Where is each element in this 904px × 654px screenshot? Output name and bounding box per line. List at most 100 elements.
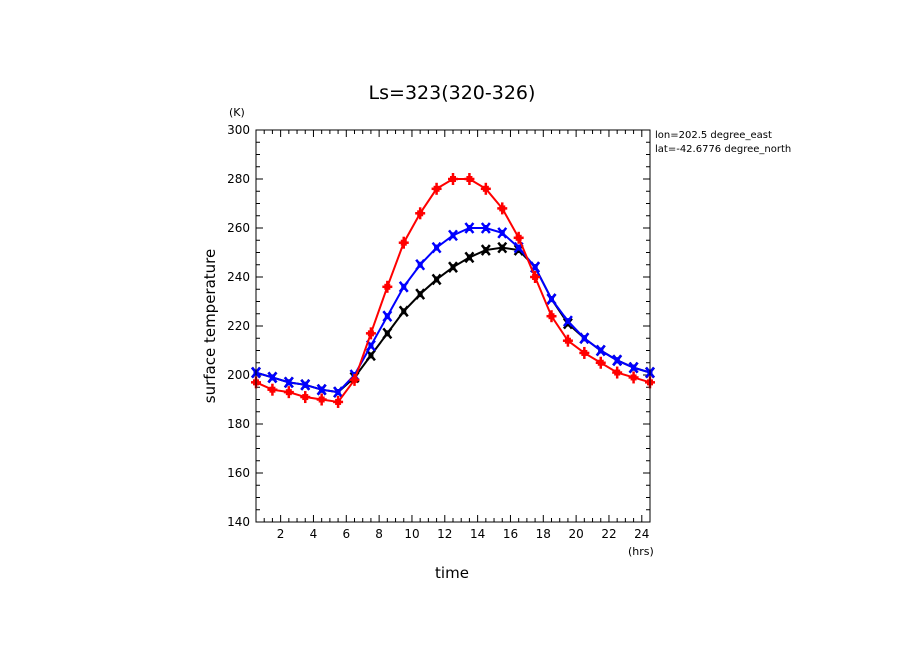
- data-point: [415, 258, 426, 271]
- data-point: [333, 395, 344, 408]
- data-point: [382, 327, 393, 340]
- marker-body: [466, 225, 472, 231]
- data-point: [579, 346, 590, 359]
- lon-annotation: lon=202.5 degree_east: [655, 130, 772, 141]
- data-point: [513, 231, 524, 244]
- marker-body: [351, 376, 358, 383]
- series-layer: [251, 173, 655, 408]
- data-point: [562, 315, 573, 327]
- plot-frame: [255, 129, 651, 523]
- series-2: [251, 173, 655, 408]
- x-axis-title: time: [435, 564, 469, 582]
- x-tick-label: 18: [536, 527, 551, 541]
- y-tick-label: 260: [227, 221, 250, 235]
- marker-body: [598, 347, 604, 354]
- data-point: [316, 383, 327, 396]
- x-tick-label: 22: [601, 527, 616, 541]
- marker-body: [433, 185, 440, 192]
- marker-body: [450, 232, 456, 239]
- marker-body: [434, 244, 440, 251]
- x-tick-label: 8: [375, 527, 383, 541]
- marker-body: [368, 342, 374, 349]
- data-point: [497, 241, 508, 254]
- data-point: [448, 173, 458, 185]
- data-point: [595, 356, 606, 369]
- data-point: [382, 280, 393, 293]
- marker-body: [384, 330, 390, 337]
- data-point: [283, 376, 294, 389]
- marker-body: [466, 254, 472, 261]
- data-point: [448, 229, 458, 242]
- marker-body: [581, 335, 587, 342]
- data-point: [398, 281, 409, 293]
- marker-body: [631, 364, 637, 371]
- marker-body: [319, 386, 325, 393]
- x-tick-label: 14: [470, 527, 485, 541]
- y-axis-title: surface temperature: [201, 249, 219, 404]
- data-point: [398, 236, 409, 249]
- data-point: [464, 173, 475, 185]
- y-tick-label: 160: [227, 466, 250, 480]
- marker-body: [532, 274, 539, 280]
- data-point: [431, 182, 442, 195]
- data-point: [333, 386, 344, 398]
- y-tick-label: 200: [227, 368, 250, 382]
- series-line: [255, 227, 651, 394]
- marker-body: [548, 313, 555, 320]
- marker-body: [368, 352, 374, 359]
- data-point: [267, 371, 278, 384]
- data-point: [612, 354, 623, 367]
- marker-body: [285, 389, 292, 396]
- marker-body: [614, 357, 620, 364]
- x-tick-label: 16: [503, 527, 518, 541]
- marker-body: [367, 330, 374, 337]
- y-tick-label: 140: [227, 515, 250, 529]
- marker-body: [564, 337, 571, 344]
- series-line: [255, 178, 651, 404]
- marker-body: [417, 210, 424, 217]
- data-point: [398, 305, 409, 318]
- x-tick-label: 20: [568, 527, 583, 541]
- y-tick-label: 300: [227, 123, 250, 137]
- marker-body: [516, 244, 522, 251]
- data-point: [530, 271, 541, 283]
- data-point: [497, 227, 508, 239]
- data-point: [464, 251, 475, 264]
- marker-body: [499, 244, 505, 251]
- marker-body: [565, 318, 571, 325]
- marker-body: [450, 264, 456, 271]
- marker-body: [434, 276, 440, 283]
- marker-body: [417, 261, 423, 268]
- data-point: [349, 373, 360, 386]
- y-tick-label: 220: [227, 319, 250, 333]
- x-unit-label: (hrs): [628, 545, 654, 558]
- marker-body: [401, 283, 407, 290]
- marker-body: [335, 389, 341, 396]
- x-tick-label: 24: [634, 527, 649, 541]
- marker-body: [302, 394, 309, 401]
- marker-body: [549, 296, 554, 303]
- y-tick-label: 280: [227, 172, 250, 186]
- y-tick-label: 180: [227, 417, 250, 431]
- x-tick-label: 6: [342, 527, 350, 541]
- data-point: [365, 327, 376, 340]
- marker-body: [417, 291, 423, 298]
- series-1: [251, 222, 655, 398]
- marker-body: [384, 283, 391, 290]
- data-point: [579, 332, 590, 345]
- data-point: [415, 288, 426, 300]
- marker-body: [302, 381, 308, 388]
- data-point: [480, 182, 491, 195]
- marker-body: [614, 369, 621, 376]
- data-point: [300, 391, 311, 404]
- x-tick-label: 12: [437, 527, 452, 541]
- y-unit-label: (K): [229, 106, 245, 119]
- marker-body: [269, 374, 275, 381]
- data-point: [480, 222, 491, 234]
- data-point: [382, 310, 393, 322]
- marker-body: [597, 359, 604, 366]
- marker-body: [286, 379, 292, 386]
- marker-body: [401, 308, 407, 315]
